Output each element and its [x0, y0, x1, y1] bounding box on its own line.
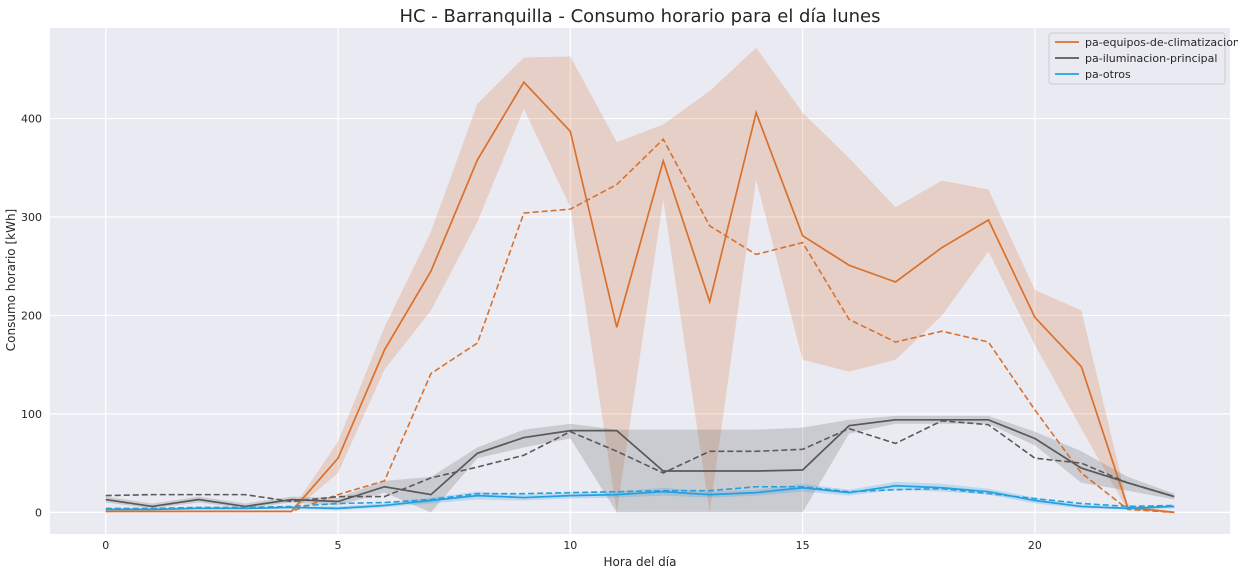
series-dashed-line-2 [105, 485, 1175, 510]
y-tick-label: 0 [35, 506, 42, 519]
legend-label-2: pa-otros [1085, 68, 1131, 81]
x-tick-label: 15 [796, 539, 810, 552]
grid-lines [50, 28, 1230, 534]
series-lines [105, 80, 1175, 514]
x-axis-ticks: 0 5 10 15 20 [102, 539, 1042, 552]
legend-label-0: pa-equipos-de-climatizacion [1085, 36, 1238, 49]
series-dashed-line-0 [105, 137, 1175, 514]
series-dashed-line-1 [105, 419, 1175, 503]
chart-title: HC - Barranquilla - Consumo horario para… [399, 6, 880, 27]
x-tick-label: 5 [335, 539, 342, 552]
series-line-2 [105, 484, 1175, 511]
x-tick-label: 10 [563, 539, 577, 552]
y-axis-label: Consumo horario [kWh] [4, 209, 18, 351]
series-band-1 [105, 415, 1175, 513]
legend: pa-equipos-de-climatizacion pa-iluminacio… [1048, 32, 1238, 85]
legend-box [1048, 32, 1226, 85]
y-tick-label: 200 [21, 309, 42, 322]
y-tick-label: 300 [21, 211, 42, 224]
x-tick-label: 0 [102, 539, 109, 552]
x-tick-label: 20 [1028, 539, 1042, 552]
series-line-1 [105, 418, 1175, 508]
x-axis-label: Hora del día [604, 555, 677, 569]
y-tick-label: 400 [21, 113, 42, 126]
series-line-0 [105, 80, 1175, 514]
y-tick-label: 100 [21, 408, 42, 421]
legend-label-1: pa-iluminacion-principal [1085, 52, 1217, 65]
plot-area [50, 28, 1230, 534]
y-axis-ticks: 0 100 200 300 400 [21, 113, 42, 520]
series-band-0 [105, 47, 1175, 513]
